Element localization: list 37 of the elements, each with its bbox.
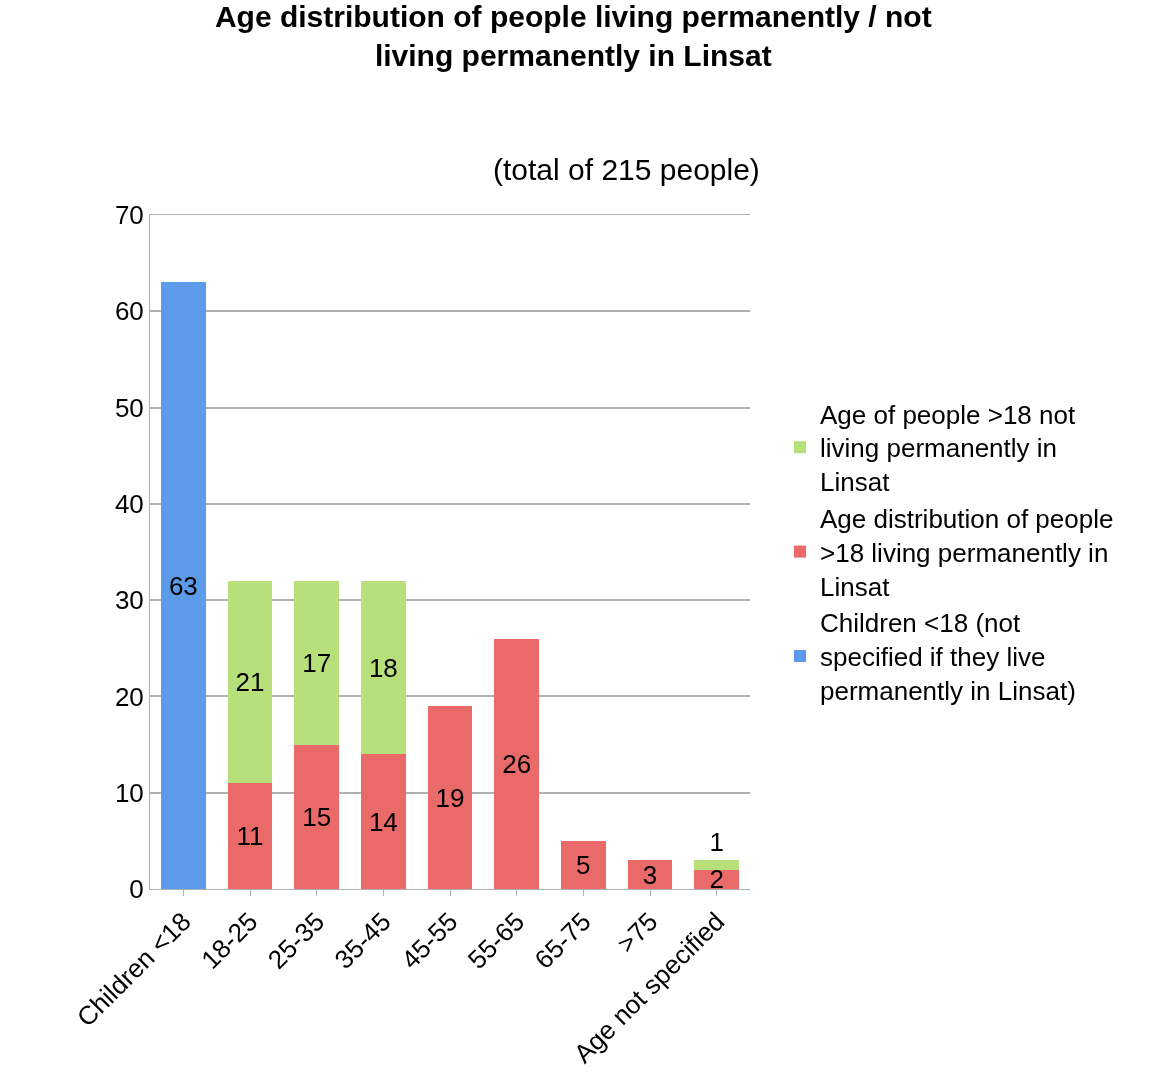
data-label: 11: [236, 821, 264, 852]
legend-label: Age of people >18 not living permanently in Linsat: [820, 399, 1076, 498]
y-tick-label: 40: [114, 488, 144, 519]
y-tick-label: 60: [114, 296, 144, 327]
data-label: 1: [709, 827, 724, 858]
bar: [294, 744, 339, 889]
y-tick-label: 50: [114, 392, 144, 423]
data-label: 19: [435, 782, 465, 813]
bar: [494, 638, 539, 889]
y-tick-label: 20: [114, 681, 144, 712]
data-label: 21: [235, 666, 265, 697]
bar: [694, 860, 739, 870]
data-label: 3: [642, 859, 658, 890]
bar: [361, 754, 406, 889]
chart-title: Age distribution of people living permanently / not living permanently in Linsat: [214, 0, 932, 73]
data-label: 2: [709, 864, 724, 895]
data-label: 63: [168, 570, 198, 601]
bar: [294, 580, 339, 745]
bar: [227, 783, 273, 889]
bar: [361, 580, 406, 755]
chart-subtitle: (total of 215 people): [493, 153, 760, 186]
data-label: 5: [576, 849, 591, 880]
legend-label: Children <18 (not specified if they live permanently in Linsat): [820, 608, 1076, 706]
data-label: 14: [368, 806, 398, 837]
bar: [227, 580, 273, 784]
y-tick-label: 70: [114, 200, 144, 231]
bar: [561, 840, 606, 889]
y-tick-label: 30: [114, 585, 144, 616]
data-label: 18: [368, 652, 398, 683]
legend-label: Age distribution of people >18 living permanently in Linsat: [820, 503, 1114, 602]
y-tick-label: 10: [114, 777, 144, 808]
data-label: 17: [302, 647, 332, 678]
data-label: 26: [502, 748, 532, 779]
data-label: 15: [302, 801, 332, 832]
bar: [427, 706, 473, 889]
y-tick-label: 0: [129, 874, 144, 905]
bar: [161, 282, 206, 889]
